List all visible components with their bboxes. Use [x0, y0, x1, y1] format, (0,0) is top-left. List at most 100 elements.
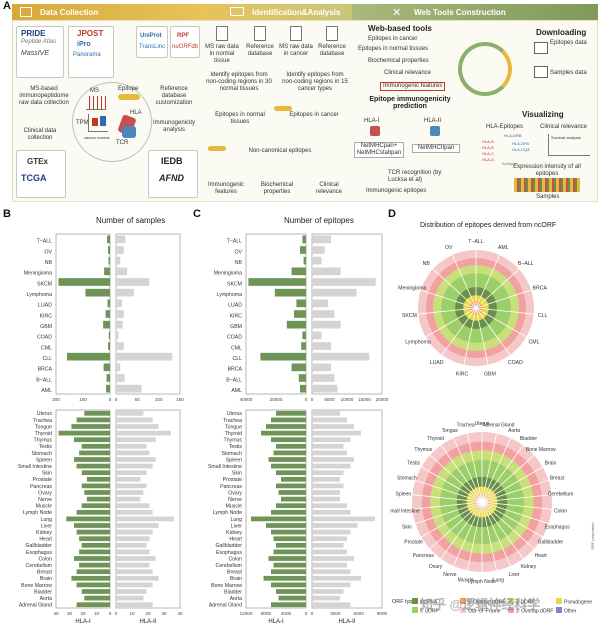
b-normal-bar-hla2 [116, 483, 147, 489]
b-normal-bar-hla1 [79, 549, 110, 555]
radial-cancer-spoke [432, 268, 477, 309]
cancer-normal-label: cancer normal [84, 135, 110, 140]
legend-swatch [412, 607, 418, 613]
b-normal-xlabel-right: HLA-II [139, 619, 156, 623]
c-normal-bar-hla1 [276, 542, 306, 548]
iedb-text: IEDB [161, 156, 183, 166]
webtools-column: Web-based tools Epitopes in cancer Epito… [354, 22, 596, 200]
b-normal-bar-hla1 [84, 595, 110, 601]
ms-label: MS [90, 88, 99, 94]
c-normal-xlabel-left: HLA-I [268, 619, 284, 623]
hla2-text: HLA-II [424, 118, 442, 124]
immuno-desc: Immunogenicity analysis [152, 120, 196, 133]
c-cancer-category-label: GBM [230, 324, 242, 330]
b-cancer-bar-hla2 [116, 374, 125, 382]
c-cancer-bar-hla1 [298, 374, 306, 382]
netmhc2-text: NetMHCIIpan [412, 144, 460, 153]
c-normal-category-label: Bone Marrow [211, 583, 242, 589]
db-logo-uniprot: UniProt TransLinc [136, 26, 168, 58]
c-normal-category-label: Lung [230, 517, 242, 523]
b-normal-bar-hla1 [79, 450, 110, 456]
radial-normal-label: Nerve [443, 572, 457, 578]
c-normal-bar-hla2 [312, 417, 347, 423]
doc-icon-4 [326, 26, 338, 41]
b-cancer-bar-hla1 [106, 374, 110, 382]
tcr-label: TCR [116, 140, 129, 146]
b-normal-category-label: Cerebellum [25, 563, 52, 569]
b-cancer-category-label: NB [45, 260, 53, 266]
uniprot-text: UniProt [140, 33, 162, 39]
c-cancer-bar-hla1 [300, 246, 306, 254]
db-logo-rpf: RPF nuORFdb [170, 26, 200, 58]
b-normal-category-label: Muscle [36, 504, 53, 510]
c-normal-bar-hla2 [312, 549, 347, 555]
b-cancer-category-label: AML [41, 388, 52, 394]
b-normal-category-label: Kidney [36, 530, 52, 536]
radial-normal-spoke [481, 501, 535, 550]
web-item-5: Immunogenic features [380, 82, 446, 91]
b-cancer-bar-hla2 [116, 363, 121, 372]
massive-text: MassIVE [21, 50, 50, 57]
radial-cancer-spoke [475, 289, 532, 309]
collection-header: Data Collection [12, 4, 202, 20]
c-normal-bar-hla2 [312, 457, 354, 462]
b-cancer-bar-hla2 [116, 288, 134, 297]
radial-cancer-spoke [475, 268, 520, 309]
b-cancer-bar-hla2 [116, 342, 124, 350]
b-normal-category-label: Lymph Node [23, 510, 52, 516]
b-cancer-category-label: CML [41, 345, 52, 351]
c-normal-bar-hla2 [312, 529, 351, 535]
b-normal-category-label: Small Intestine [18, 464, 52, 470]
radial-normal-label: Prostate [404, 540, 423, 546]
b-normal-bar-hla2 [116, 529, 153, 535]
b-normal-bar-hla1 [81, 443, 110, 449]
radial-normal-spoke [481, 501, 543, 538]
epi-normal-text: Epitopes in normal tissues [215, 112, 265, 125]
c-cancer-bar-hla2 [312, 342, 332, 350]
c-cancer-bar-hla2 [312, 331, 322, 340]
ms-desc: MS-based immunopeptidome raw data collec… [19, 86, 69, 106]
c-normal-category-label: Bladder [224, 589, 242, 595]
legend-swatch [412, 598, 418, 604]
legend-swatch [556, 598, 562, 604]
c-cancer-tick-left: 40000 [240, 397, 253, 402]
radial-normal-label: Ovary [429, 564, 443, 570]
visualizing-title: Visualizing [522, 110, 564, 119]
c-cancer-category-label: T−ALL [227, 239, 243, 245]
c-normal-category-label: Pancreas [220, 484, 242, 490]
b-normal-bar-hla2 [116, 523, 159, 528]
afnd-text: AFND [159, 173, 184, 183]
b-cancer-bar-hla2 [116, 310, 124, 318]
b-normal-bar-hla1 [58, 430, 110, 436]
radial-normal-label: Bladder [520, 436, 538, 442]
samples-data-text: Samples data [550, 70, 587, 76]
radial-cancer-label: Meningioma [398, 285, 426, 291]
clinical-rel-text: Clinical relevance [540, 124, 588, 130]
radial-normal-label: Aorta [508, 428, 520, 434]
b-normal-bar-hla1 [71, 424, 110, 429]
c-normal-bar-hla1 [281, 476, 306, 482]
b-cancer-bar-hla1 [67, 352, 110, 361]
b-normal-bar-hla1 [66, 516, 110, 522]
c-normal-bar-hla2 [312, 595, 340, 601]
panel-d-chart: T−ALL AML B−ALL BRCA CLL CML COAD GBM KIRC LUAD Ly… [390, 239, 595, 615]
c-cancer-tick-left: 0 [305, 397, 308, 402]
noncanonical-text: Non-canonical epitopes [248, 148, 312, 154]
b-normal-category-label: Bone Marrow [21, 583, 52, 589]
c-normal-bar-hla1 [266, 424, 306, 429]
c-normal-bar-hla2 [312, 476, 340, 482]
b-normal-bar-hla1 [81, 503, 110, 509]
c-cancer-category-label: OV [235, 249, 243, 255]
b-normal-bar-hla1 [74, 437, 110, 443]
b-normal-bar-hla2 [116, 503, 150, 509]
c-cancer-bar-hla2 [312, 384, 338, 393]
c-normal-bar-hla2 [312, 562, 347, 568]
c-cancer-tick-left: 20000 [270, 397, 283, 402]
legend-swatch [460, 598, 466, 604]
panel-c-title: Number of epitopes [284, 216, 354, 225]
survival-plot-icon: Survival analysis [548, 134, 590, 156]
b-normal-category-label: Prostate [33, 477, 52, 483]
radial-cancer-label: T−ALL [468, 239, 484, 245]
c-normal-category-label: Thymus [224, 438, 243, 444]
legend-label: 5' uORF [420, 609, 438, 615]
